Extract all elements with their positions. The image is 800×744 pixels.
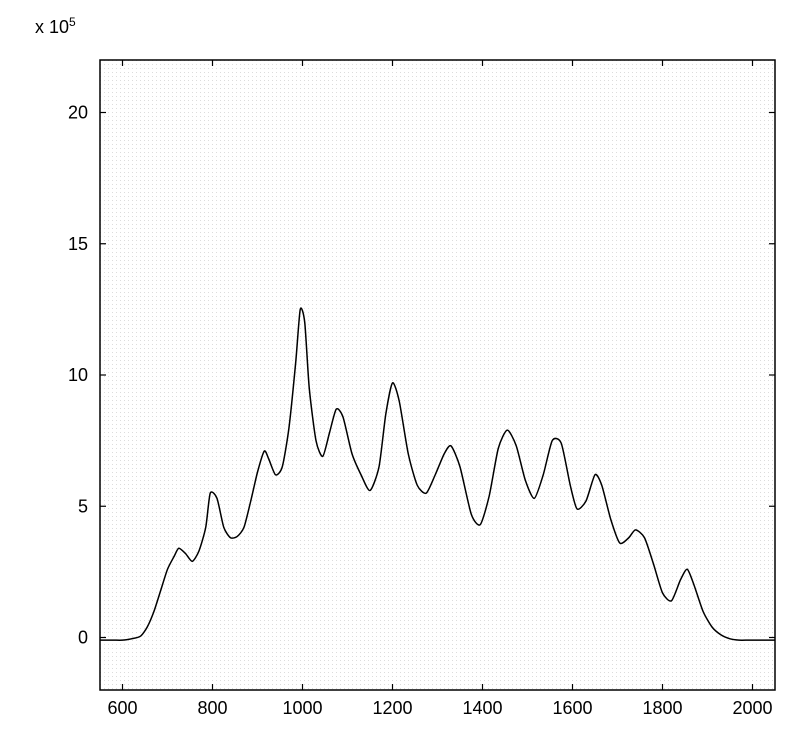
chart-container: x 105 6008001000120014001600180020000510…	[0, 0, 800, 744]
chart-svg: 600 800 1000 1200 1400 1600 1800 2000 0 5 10 15 20	[0, 0, 800, 744]
x-tick-label: 1800	[642, 698, 682, 718]
x-tick-label: 1000	[282, 698, 322, 718]
y-tick-label: 5	[78, 496, 88, 516]
x-tick-label: 800	[197, 698, 227, 718]
y-tick-label: 10	[68, 365, 88, 385]
y-tick-label: 15	[68, 234, 88, 254]
x-tick-label: 1400	[462, 698, 502, 718]
x-tick-label: 600	[107, 698, 137, 718]
x-tick-label: 1200	[372, 698, 412, 718]
y-tick-label: 20	[68, 103, 88, 123]
x-tick-label: 2000	[732, 698, 772, 718]
y-tick-label: 0	[78, 628, 88, 648]
x-tick-label: 1600	[552, 698, 592, 718]
